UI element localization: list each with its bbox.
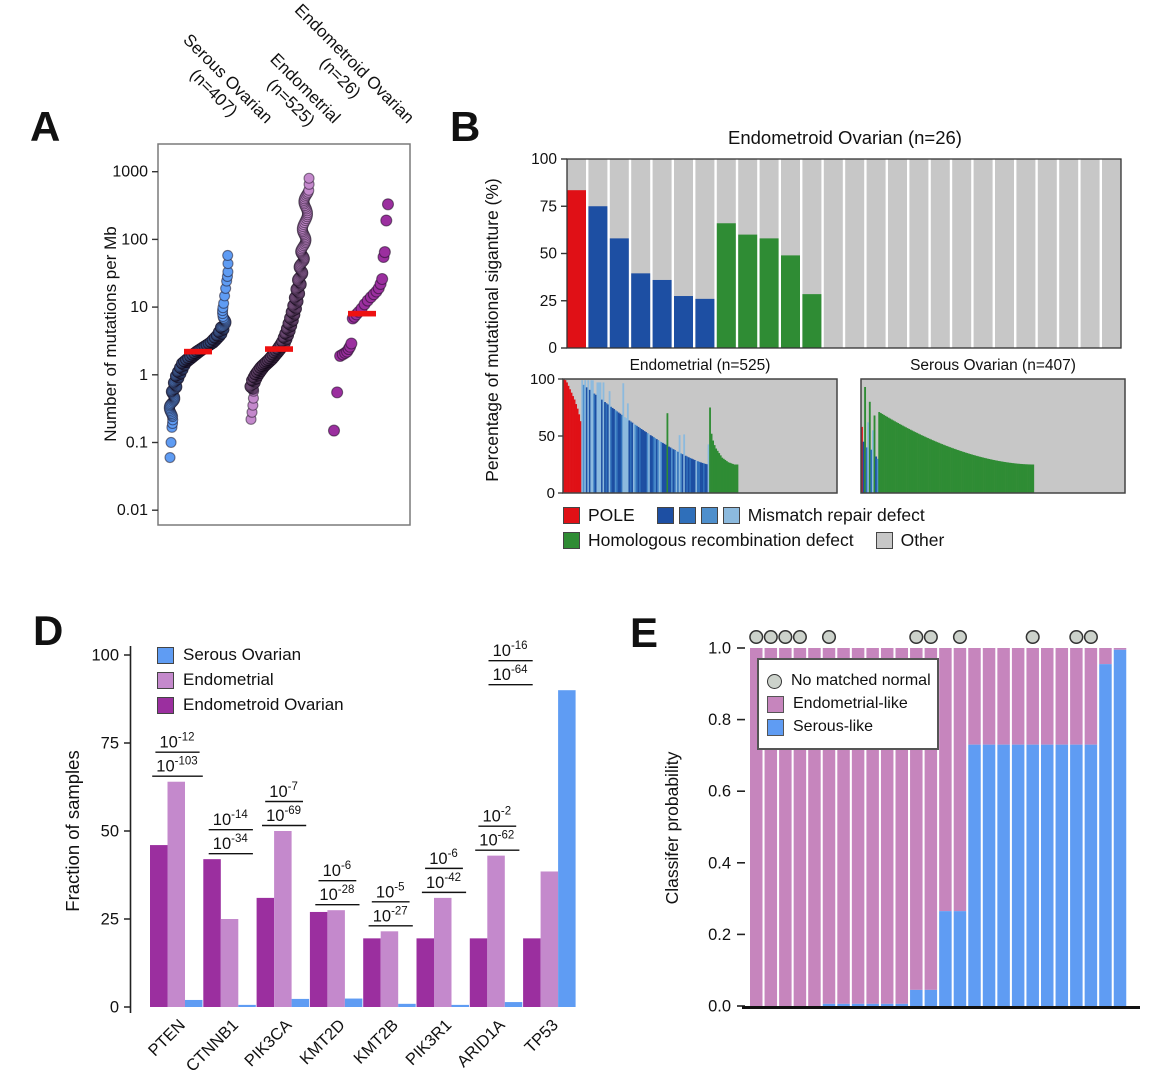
svg-text:25: 25 [540,293,557,310]
svg-text:0.1: 0.1 [126,435,148,452]
svg-text:0.01: 0.01 [117,502,148,519]
svg-text:25: 25 [101,911,119,929]
svg-text:10-7: 10-7 [269,781,298,801]
svg-text:100: 100 [530,371,555,388]
svg-text:100: 100 [121,231,148,248]
svg-text:10-14: 10-14 [213,809,249,829]
svg-text:10-64: 10-64 [493,664,529,684]
svg-text:10-5: 10-5 [376,881,405,901]
svg-text:100: 100 [531,151,557,168]
svg-text:1.0: 1.0 [708,640,731,658]
svg-text:0.6: 0.6 [708,783,731,801]
svg-text:0: 0 [548,340,557,357]
svg-text:1: 1 [139,367,148,384]
svg-text:0.0: 0.0 [708,998,731,1016]
svg-text:10-103: 10-103 [156,756,197,776]
svg-text:KMT2B: KMT2B [350,1016,402,1068]
svg-text:0.8: 0.8 [708,711,731,729]
svg-text:PTEN: PTEN [145,1016,189,1060]
svg-text:75: 75 [540,198,557,215]
svg-text:10-62: 10-62 [479,830,514,850]
svg-text:TP53: TP53 [521,1016,562,1057]
svg-text:0.2: 0.2 [708,926,731,944]
svg-text:PIK3CA: PIK3CA [241,1016,295,1070]
svg-text:100: 100 [91,647,119,665]
svg-text:10-12: 10-12 [160,732,195,752]
svg-text:10-42: 10-42 [426,872,461,892]
svg-text:10-16: 10-16 [493,640,528,660]
svg-text:10-69: 10-69 [266,805,301,825]
svg-text:PIK3R1: PIK3R1 [402,1016,455,1069]
svg-text:50: 50 [540,246,558,263]
svg-text:75: 75 [101,735,119,753]
svg-text:0.4: 0.4 [708,854,731,872]
svg-text:CTNNB1: CTNNB1 [183,1016,242,1070]
svg-text:0: 0 [110,999,119,1017]
svg-text:10-6: 10-6 [429,848,458,868]
svg-text:0: 0 [547,485,555,502]
svg-text:10: 10 [130,299,148,316]
svg-text:10-2: 10-2 [483,806,512,826]
svg-text:1000: 1000 [112,164,148,181]
svg-text:10-34: 10-34 [213,833,249,853]
svg-text:10-27: 10-27 [373,905,408,925]
svg-text:50: 50 [538,428,555,445]
svg-text:10-6: 10-6 [323,860,352,880]
svg-text:KMT2D: KMT2D [296,1016,348,1068]
svg-text:50: 50 [101,823,119,841]
svg-text:ARID1A: ARID1A [454,1016,509,1070]
svg-text:10-28: 10-28 [319,884,354,904]
